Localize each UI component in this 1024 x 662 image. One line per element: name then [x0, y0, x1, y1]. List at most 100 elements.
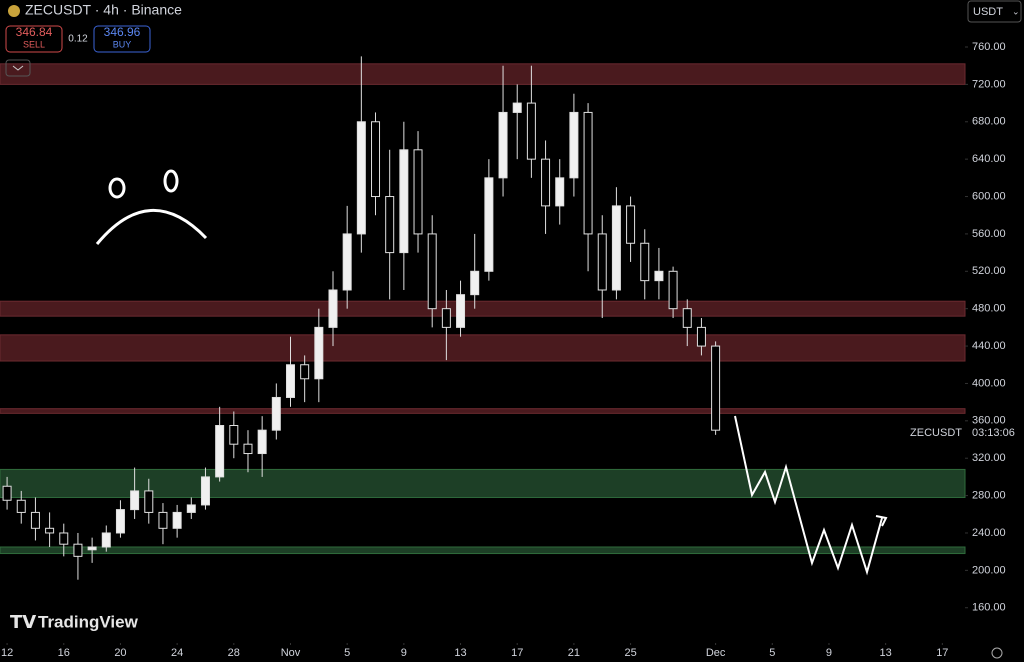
y-tick-label: 200.00 — [972, 564, 1006, 576]
y-tick-label: 160.00 — [972, 602, 1006, 614]
zone — [0, 408, 966, 414]
y-tick-label: 600.00 — [972, 190, 1006, 202]
candle-body — [682, 308, 692, 328]
y-tick-label: 520.00 — [972, 265, 1006, 277]
y-tick-label: 400.00 — [972, 377, 1006, 389]
candle-body — [427, 233, 437, 310]
candle-body — [285, 364, 295, 398]
collapse-icon — [12, 65, 24, 71]
projection-arrowhead — [875, 515, 888, 527]
candle-body — [300, 364, 310, 380]
y-tick-label: 640.00 — [972, 153, 1006, 165]
symbol-icon — [8, 5, 20, 17]
candle-body — [583, 111, 593, 235]
buy-button[interactable] — [93, 25, 151, 53]
zone — [0, 63, 966, 85]
sell-price: 346.84 — [16, 25, 53, 39]
candle-body — [271, 396, 281, 431]
candle-body — [2, 485, 12, 501]
brand: TradingView — [38, 612, 139, 631]
candle-body — [569, 111, 579, 179]
symbol-title: ZECUSDT · 4h · Binance — [25, 2, 182, 18]
x-tick-label: Nov — [281, 647, 301, 659]
candle-body — [186, 504, 196, 513]
candle-body — [654, 270, 664, 282]
x-tick-label: 17 — [936, 647, 948, 659]
candle-body — [668, 270, 678, 310]
y-tick-label: 480.00 — [972, 303, 1006, 315]
candle-body — [356, 121, 366, 235]
candle-body — [711, 345, 721, 431]
candle-body — [526, 102, 536, 160]
x-tick-label: 9 — [401, 647, 407, 659]
zone — [0, 468, 966, 498]
candle-body — [611, 205, 621, 291]
candle-body — [371, 121, 381, 198]
x-tick-label: 24 — [171, 647, 183, 659]
face-eye — [163, 169, 179, 193]
candle-body — [45, 527, 55, 534]
zone — [0, 300, 966, 317]
sell-label: SELL — [23, 39, 45, 49]
candle-body — [342, 233, 352, 291]
candle-body — [172, 511, 182, 529]
candle-body — [215, 425, 225, 478]
x-tick-label: 28 — [228, 647, 240, 659]
candle-body — [314, 326, 324, 380]
face-mouth — [95, 208, 208, 245]
candle-body — [640, 242, 650, 282]
candle-body — [130, 490, 140, 511]
currency-caret: ⌄ — [1012, 6, 1020, 16]
candle-body — [158, 511, 168, 529]
y-tick-label: 360.00 — [972, 415, 1006, 427]
currency-select[interactable] — [967, 0, 1022, 23]
y-tick-label: 320.00 — [972, 452, 1006, 464]
x-tick-label: 25 — [624, 647, 636, 659]
x-tick-label: 5 — [344, 647, 350, 659]
x-tick-label: 20 — [114, 647, 126, 659]
y-tick-label: 680.00 — [972, 116, 1006, 128]
x-tick-label: 5 — [769, 647, 775, 659]
candle-body — [30, 511, 40, 529]
x-tick-label: 13 — [454, 647, 466, 659]
projection-drawing — [734, 415, 883, 576]
candle-body — [73, 543, 83, 557]
sell-button[interactable] — [5, 25, 63, 53]
y-tick-label: 280.00 — [972, 489, 1006, 501]
x-tick-label: Dec — [706, 647, 726, 659]
currency: USDT — [973, 6, 1003, 18]
y-tick-label: 440.00 — [972, 340, 1006, 352]
candle-body — [87, 546, 97, 551]
buy-price: 346.96 — [104, 25, 141, 39]
candle-body — [512, 102, 522, 113]
candle-body — [385, 196, 395, 254]
candle-body — [441, 308, 451, 328]
candle-body — [328, 289, 338, 328]
candle-body — [498, 111, 508, 179]
candle-body — [101, 532, 111, 548]
candle-body — [16, 499, 26, 513]
x-tick-label: 16 — [58, 647, 70, 659]
candle-body — [257, 429, 267, 455]
candle-body — [626, 205, 636, 244]
countdown: 03:13:06 — [972, 427, 1015, 439]
x-tick-label: 12 — [1, 647, 13, 659]
candle-body — [597, 233, 607, 291]
brand-logo: 𝗧𝗩 — [10, 612, 36, 632]
spread: 0.12 — [68, 34, 88, 45]
candle-body — [696, 326, 706, 347]
settings-icon[interactable] — [991, 647, 1003, 659]
candle-body — [541, 158, 551, 207]
x-tick-label: 13 — [880, 647, 892, 659]
candle-body — [456, 294, 466, 328]
candle-body — [229, 425, 239, 445]
y-tick-label: 760.00 — [972, 41, 1006, 53]
y-tick-label: 720.00 — [972, 78, 1006, 90]
buy-label: BUY — [113, 39, 132, 49]
x-tick-label: 9 — [826, 647, 832, 659]
collapse-button[interactable] — [5, 59, 31, 77]
candle-body — [115, 509, 125, 534]
candle-body — [470, 270, 480, 296]
zone — [0, 546, 966, 555]
